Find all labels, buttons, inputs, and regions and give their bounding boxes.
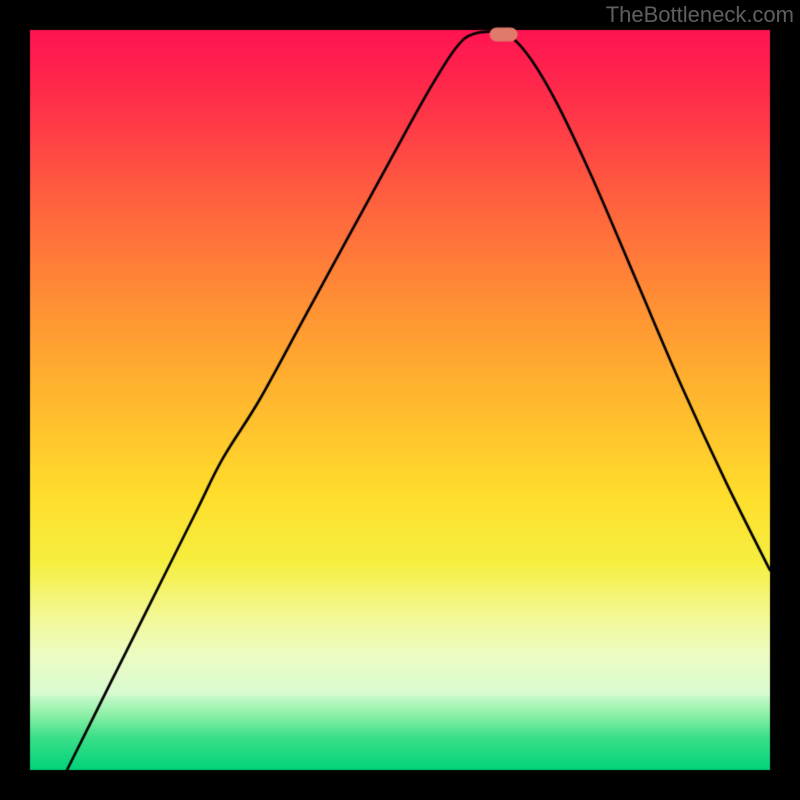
chart-container: TheBottleneck.com <box>0 0 800 800</box>
attribution-label: TheBottleneck.com <box>606 2 794 28</box>
bottleneck-chart-canvas <box>0 0 800 800</box>
